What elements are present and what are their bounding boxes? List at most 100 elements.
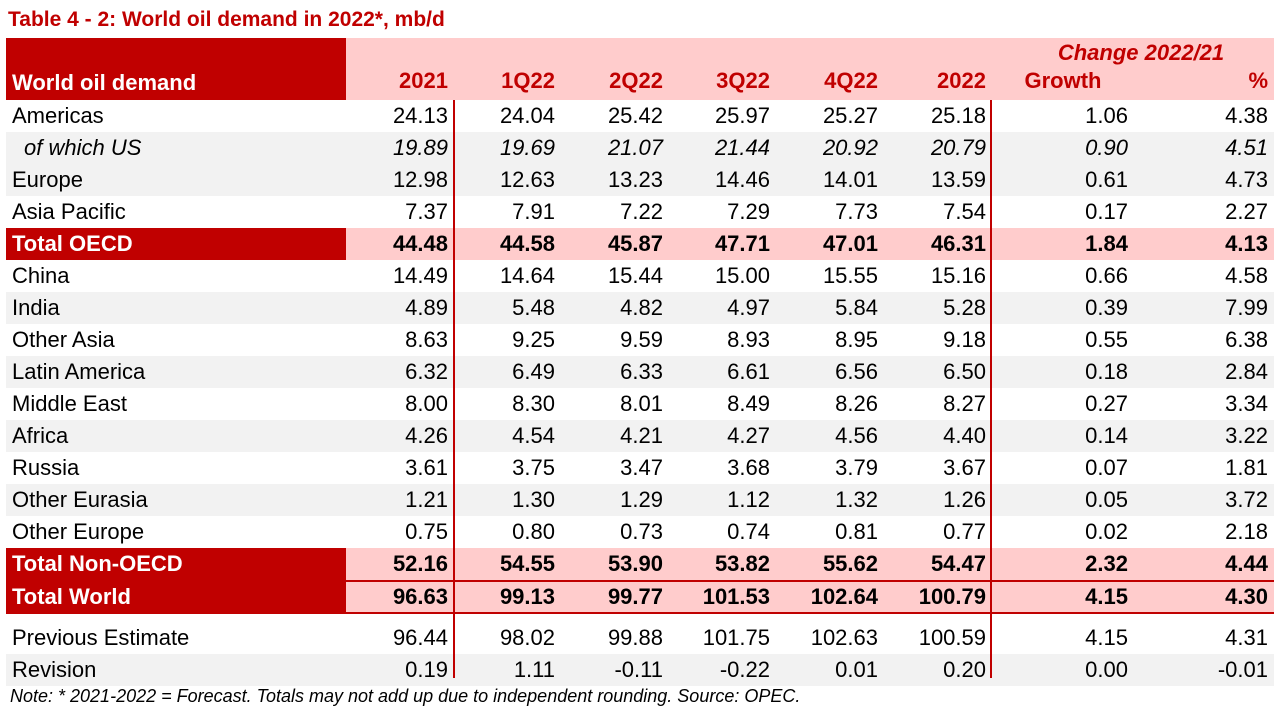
row-label: Middle East xyxy=(12,391,127,416)
table-cell: 1.32 xyxy=(835,487,878,512)
table-cell: 52.16 xyxy=(392,551,448,576)
table-cell: 8.93 xyxy=(727,327,770,352)
table-cell: 0.20 xyxy=(943,657,986,682)
table-cell: 14.46 xyxy=(714,167,770,192)
row-label: Total Non-OECD xyxy=(6,548,346,580)
table-cell: 6.33 xyxy=(620,359,663,384)
table-cell: 2.32 xyxy=(1085,551,1128,576)
table-row: Total World 96.63 99.13 99.77 101.53 102.64 10… xyxy=(6,580,1274,614)
table-cell: 19.89 xyxy=(392,135,448,160)
table-row: Middle East 8.00 8.30 8.01 8.49 8.26 8.27 0.27 3… xyxy=(6,388,1274,420)
col-header-growth: Growth xyxy=(1024,68,1102,93)
table-cell: 6.38 xyxy=(1225,327,1268,352)
table-cell: 4.31 xyxy=(1225,625,1268,650)
table-cell: 0.05 xyxy=(1085,487,1128,512)
table-cell: 3.79 xyxy=(835,455,878,480)
table-cell: 6.50 xyxy=(943,359,986,384)
table-row: Other Eurasia 1.21 1.30 1.29 1.12 1.32 1.26 0.0… xyxy=(6,484,1274,516)
table-cell: 98.02 xyxy=(499,625,555,650)
table-cell: 8.00 xyxy=(405,391,448,416)
table-cell: 4.30 xyxy=(1225,584,1268,609)
table-cell: 24.04 xyxy=(499,103,555,128)
table-cell: 0.73 xyxy=(620,519,663,544)
table-cell: 46.31 xyxy=(930,231,986,256)
table-cell: 44.48 xyxy=(392,231,448,256)
table-cell: 0.27 xyxy=(1085,391,1128,416)
table-row: Other Europe 0.75 0.80 0.73 0.74 0.81 0.77 0.02… xyxy=(6,516,1274,548)
table-cell: 2.84 xyxy=(1225,359,1268,384)
table-cell: 24.13 xyxy=(392,103,448,128)
table-cell: 4.40 xyxy=(943,423,986,448)
table-cell: 13.59 xyxy=(930,167,986,192)
table-cell: 5.84 xyxy=(835,295,878,320)
table-cell: 20.79 xyxy=(930,135,986,160)
table-cell: 3.67 xyxy=(943,455,986,480)
table-row: Americas 24.13 24.04 25.42 25.97 25.27 25.18 1.… xyxy=(6,100,1274,132)
table-cell: 0.66 xyxy=(1085,263,1128,288)
table-cell: 6.61 xyxy=(727,359,770,384)
table-cell: -0.11 xyxy=(614,657,663,682)
table-cell: 4.97 xyxy=(727,295,770,320)
table-cell: 5.48 xyxy=(512,295,555,320)
table-cell: 0.14 xyxy=(1085,423,1128,448)
row-label: China xyxy=(12,263,70,288)
table-cell: 6.32 xyxy=(405,359,448,384)
table-cell: 47.71 xyxy=(714,231,770,256)
table-cell: 7.91 xyxy=(512,199,555,224)
table-row: India 4.89 5.48 4.82 4.97 5.84 5.28 0.39 7.99 xyxy=(6,292,1274,324)
table-cell: 25.97 xyxy=(714,103,770,128)
table-cell: 4.27 xyxy=(727,423,770,448)
table-cell: 9.25 xyxy=(512,327,555,352)
row-label: Europe xyxy=(12,167,83,192)
table-cell: 55.62 xyxy=(822,551,878,576)
table-cell: 6.49 xyxy=(512,359,555,384)
table-cell: 8.01 xyxy=(620,391,663,416)
row-label: Other Asia xyxy=(12,327,115,352)
table-cell: 100.79 xyxy=(918,584,986,609)
table-cell: 4.15 xyxy=(1085,584,1128,609)
table-cell: 4.58 xyxy=(1225,263,1268,288)
table-cell: 14.64 xyxy=(499,263,555,288)
table-cell: 3.61 xyxy=(405,455,448,480)
table-cell: 1.06 xyxy=(1085,103,1128,128)
table-cell: 0.07 xyxy=(1085,455,1128,480)
table-cell: 1.11 xyxy=(513,657,555,682)
table-cell: 44.58 xyxy=(499,231,555,256)
row-label: Previous Estimate xyxy=(12,625,190,650)
table-cell: 102.64 xyxy=(810,584,878,609)
table-cell: 14.01 xyxy=(822,167,878,192)
table-cell: 8.30 xyxy=(512,391,555,416)
divider-before-change xyxy=(347,38,349,100)
row-label: of which US xyxy=(24,135,142,160)
col-header-percent: % xyxy=(1248,68,1268,93)
table-cell: 4.82 xyxy=(620,295,663,320)
table-cell: 99.13 xyxy=(499,584,555,609)
table-cell: 3.72 xyxy=(1225,487,1268,512)
row-label: Other Europe xyxy=(12,519,145,544)
table-cell: 7.22 xyxy=(620,199,663,224)
table-cell: 99.88 xyxy=(607,625,663,650)
row-label: Total World xyxy=(6,582,346,612)
table-cell: 7.99 xyxy=(1225,295,1268,320)
table-cell: 20.92 xyxy=(822,135,878,160)
table-cell: 0.17 xyxy=(1085,199,1128,224)
table-cell: 101.75 xyxy=(702,625,770,650)
table-cell: 8.26 xyxy=(835,391,878,416)
table-cell: 0.01 xyxy=(835,657,878,682)
table-cell: 8.27 xyxy=(943,391,986,416)
col-header-2q22: 2Q22 xyxy=(609,68,663,93)
table-cell: 4.21 xyxy=(620,423,663,448)
table-cell: 15.44 xyxy=(607,263,663,288)
row-label: Total OECD xyxy=(6,228,346,260)
row-label: Other Eurasia xyxy=(12,487,148,512)
table-row: of which US 19.89 19.69 21.07 21.44 20.92 20.7… xyxy=(6,132,1274,164)
table-cell: 0.90 xyxy=(1085,135,1128,160)
table-cell: 12.98 xyxy=(392,167,448,192)
table-cell: 0.02 xyxy=(1085,519,1128,544)
table-row: Africa 4.26 4.54 4.21 4.27 4.56 4.40 0.14 3.22 xyxy=(6,420,1274,452)
table-cell: 3.68 xyxy=(727,455,770,480)
table-cell: 99.77 xyxy=(607,584,663,609)
table-cell: 1.29 xyxy=(620,487,663,512)
table-row: China 14.49 14.64 15.44 15.00 15.55 15.16 0.66 4… xyxy=(6,260,1274,292)
header-columns: 2021 1Q22 2Q22 3Q22 4Q22 2022 Growth % xyxy=(346,68,1274,94)
